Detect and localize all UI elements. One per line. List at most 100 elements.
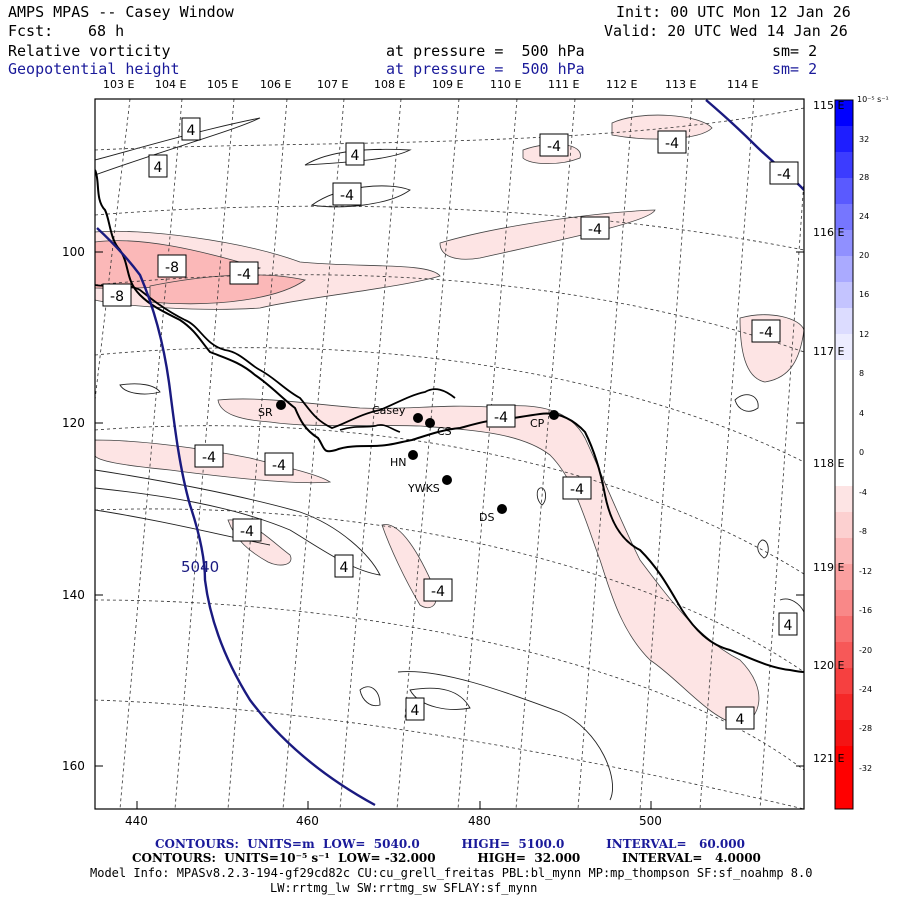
station-label-cs: CS xyxy=(437,425,452,438)
colorbar-label: 12 xyxy=(859,330,870,339)
colorbar-label: -8 xyxy=(859,527,867,536)
station-dot-ywks xyxy=(442,475,452,485)
vorticity-shading-strong xyxy=(149,274,306,305)
y-tick-label: 140 xyxy=(62,588,85,602)
field1-smoothing: sm= 2 xyxy=(772,42,818,60)
lon-label: 108 E xyxy=(374,78,406,91)
y-tick-label: 120 xyxy=(62,416,85,430)
contour-labels: 4 4 4 -4 -4 -4 -4 -4 -8 -8 -4 -4 -4 -4 -… xyxy=(102,117,799,730)
colorbar-label: 28 xyxy=(859,173,870,182)
y-tick-label: 100 xyxy=(62,245,85,259)
colorbar-label: 20 xyxy=(859,251,870,260)
colorbar-label: -12 xyxy=(859,567,873,576)
contour-label: 4 xyxy=(187,123,196,139)
colorbar-label: -28 xyxy=(859,724,873,733)
station-label-casey: Casey xyxy=(372,404,406,417)
colorbar-label: -20 xyxy=(859,646,873,655)
contour-label: 4 xyxy=(784,618,793,634)
station-label-ds: DS xyxy=(479,511,494,524)
forecast-hour: 68 h xyxy=(88,22,125,40)
colorbar-label: 24 xyxy=(859,212,870,221)
contour-label: -4 xyxy=(588,222,602,238)
station-label-ywks: YWKS xyxy=(407,482,440,495)
height-contour-label: 5040 xyxy=(181,558,219,576)
contour-label: -4 xyxy=(237,267,251,283)
lon-label: 110 E xyxy=(490,78,522,91)
x-tick-label: 480 xyxy=(468,814,491,828)
valid-time: Valid: 20 UTC Wed 14 Jan 26 xyxy=(604,22,848,40)
lon-label: 104 E xyxy=(155,78,187,91)
height-contour-info: CONTOURS: UNITS=m LOW= 5040.0 HIGH= 5100… xyxy=(155,837,745,851)
latlon-grid xyxy=(95,99,804,809)
field1-level: at pressure = 500 hPa xyxy=(386,42,585,60)
contour-label: -4 xyxy=(202,450,216,466)
contour-label: 4 xyxy=(340,560,349,576)
colorbar xyxy=(834,99,854,810)
colorbar-label: 32 xyxy=(859,135,870,144)
map-title: AMPS MPAS -- Casey Window xyxy=(8,3,234,21)
contour-label: -8 xyxy=(165,260,179,276)
contour-label: 4 xyxy=(411,703,420,719)
contour-label: -4 xyxy=(759,325,773,341)
colorbar-label: 0 xyxy=(859,448,865,457)
field1-name: Relative vorticity xyxy=(8,42,171,60)
lon-label: 112 E xyxy=(606,78,638,91)
station-dot-cp xyxy=(549,410,559,420)
lon-label: 109 E xyxy=(432,78,464,91)
colorbar-label: -24 xyxy=(859,685,873,694)
coastline-island xyxy=(339,424,401,433)
lon-label-right: 115 E xyxy=(813,99,845,112)
station-label-hn: HN xyxy=(390,456,407,469)
colorbar-label: 16 xyxy=(859,290,870,299)
colorbar-label: -16 xyxy=(859,606,873,615)
station-label-cp: CP xyxy=(530,417,545,430)
lon-label-right: 121 E xyxy=(813,752,845,765)
station-dot-casey xyxy=(413,413,423,423)
contour-label: -4 xyxy=(431,584,445,600)
contour-label: -4 xyxy=(494,410,508,426)
lon-label-right: 117 E xyxy=(813,345,845,358)
lon-label-right: 116 E xyxy=(813,226,845,239)
y-tick-label: 160 xyxy=(62,759,85,773)
model-info-line2: LW:rrtmg_lw SW:rrtmg_sw SFLAY:sf_mynn xyxy=(270,881,538,895)
station-dot-cs xyxy=(425,418,435,428)
lon-label: 114 E xyxy=(727,78,759,91)
contour-label: -4 xyxy=(777,167,791,183)
lon-label-right: 118 E xyxy=(813,457,845,470)
lon-label: 106 E xyxy=(260,78,292,91)
field2-smoothing: sm= 2 xyxy=(772,60,818,78)
lon-label-right: 119 E xyxy=(813,561,845,574)
lon-label: 105 E xyxy=(207,78,239,91)
contour-label: -4 xyxy=(240,524,254,540)
model-info: Model Info: MPASv8.2.3-194-gf29cd82c CU:… xyxy=(90,866,813,880)
contour-label: -4 xyxy=(570,482,584,498)
field2-level: at pressure = 500 hPa xyxy=(386,60,585,78)
x-tick-label: 460 xyxy=(296,814,319,828)
coastline xyxy=(95,169,804,673)
forecast-label: Fcst: xyxy=(8,22,54,40)
contour-label: -4 xyxy=(272,458,286,474)
vorticity-contour-info: CONTOURS: UNITS=10⁻⁵ s⁻¹ LOW= -32.000 HI… xyxy=(132,851,761,865)
station-dot-hn xyxy=(408,450,418,460)
colorbar-unit: 10⁻⁵ s⁻¹ xyxy=(857,95,889,104)
colorbar-label: -32 xyxy=(859,764,873,773)
colorbar-label: 4 xyxy=(859,409,865,418)
contour-label: -8 xyxy=(110,289,124,305)
colorbar-label: -4 xyxy=(859,488,867,497)
station-label-sr: SR xyxy=(258,406,273,419)
contour-label: 4 xyxy=(736,712,745,728)
stations: SR Casey CS HN YWKS DS CP xyxy=(258,400,559,524)
init-time: Init: 00 UTC Mon 12 Jan 26 xyxy=(616,3,851,21)
contour-label: 4 xyxy=(351,148,360,164)
x-tick-label: 440 xyxy=(125,814,148,828)
colorbar-label: 8 xyxy=(859,369,865,378)
contour-label: -4 xyxy=(665,136,679,152)
lon-label: 111 E xyxy=(548,78,580,91)
contour-label: -4 xyxy=(547,139,561,155)
x-tick-label: 500 xyxy=(639,814,662,828)
lon-label: 103 E xyxy=(103,78,135,91)
station-dot-ds xyxy=(497,504,507,514)
lon-label: 107 E xyxy=(317,78,349,91)
contour-label: 4 xyxy=(154,160,163,176)
